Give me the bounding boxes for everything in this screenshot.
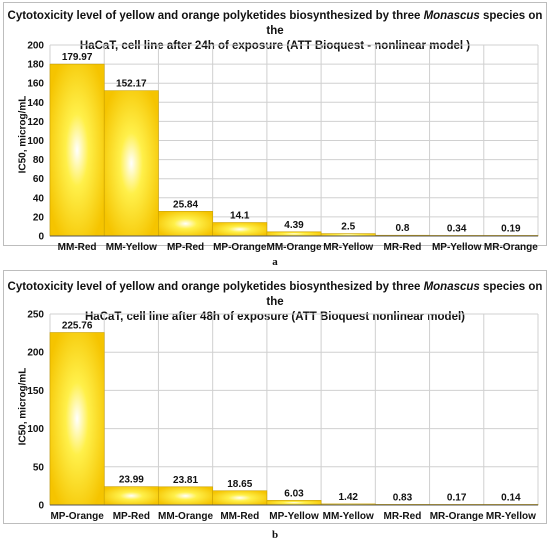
value-label-mr-orange: 0.17: [447, 492, 467, 503]
y-tick-label-1-3: 150: [27, 386, 44, 397]
bar-mm-orange: [266, 231, 322, 237]
y-tick-label-0-6: 120: [27, 117, 44, 128]
x-tick-label-mp-red: MP-Red: [167, 242, 204, 253]
y-tick-label-1-1: 50: [33, 462, 45, 473]
value-label-mr-yellow: 2.5: [341, 222, 355, 233]
chart-title-a: Cytotoxicity level of yellow and orange …: [4, 9, 546, 54]
bar-mm-orange: [158, 486, 213, 506]
x-tick-label-mm-yellow: MM-Yellow: [323, 511, 374, 522]
y-tick-label-1-2: 100: [27, 424, 44, 435]
y-tick-label-1-4: 200: [27, 348, 44, 359]
title-b-genus: Monascus: [423, 281, 480, 293]
title-a-part-1: Cytotoxicity level of yellow and orange …: [7, 10, 424, 22]
x-tick-label-mr-red: MR-Red: [384, 242, 422, 253]
x-tick-label-mm-red: MM-Red: [220, 511, 259, 522]
title-b-part-2: species on the: [266, 281, 543, 308]
value-label-mm-orange: 4.39: [284, 220, 304, 231]
bar-mm-red: [212, 490, 268, 506]
sublabel-a: a: [272, 256, 278, 268]
bar-mp-orange: [212, 222, 268, 237]
x-tick-label-mr-orange: MR-Orange: [484, 242, 538, 253]
bar-mm-yellow: [103, 90, 159, 237]
bar-chart-b: 0 50 100 150 200 250 225.76 MP-Orange 23.99 MP-Re…: [27, 310, 539, 522]
bar-chart-a: 0 20 40 60 80 100 120 140 160 180 200 179.97 MM-Red 1…: [27, 41, 539, 253]
value-label-mr-yellow: 0.14: [501, 492, 521, 503]
x-tick-label-mr-orange: MR-Orange: [430, 511, 484, 522]
chart-panel-a: Cytotoxicity level of yellow and orange …: [3, 2, 547, 253]
chart-panel-b: Cytotoxicity level of yellow and orange …: [3, 270, 547, 524]
value-label-mp-yellow: 6.03: [284, 488, 304, 499]
x-tick-label-mp-red: MP-Red: [113, 511, 150, 522]
bar-mp-yellow: [266, 500, 322, 506]
bar-mp-red: [103, 486, 159, 506]
value-label-mr-red: 0.83: [393, 492, 413, 503]
y-tick-label-0-0: 0: [38, 232, 44, 243]
title-a-part-2: species on the: [266, 10, 543, 37]
x-tick-label-mp-orange: MP-Orange: [50, 511, 104, 522]
bar-mp-orange: [49, 332, 105, 506]
value-label-mm-yellow: 1.42: [338, 492, 358, 503]
x-tick-label-mr-red: MR-Red: [384, 511, 422, 522]
value-label-mr-orange: 0.19: [501, 223, 521, 234]
x-tick-label-mm-red: MM-Red: [58, 242, 97, 253]
value-label-mp-yellow: 0.34: [447, 223, 467, 234]
value-label-mp-red: 25.84: [173, 199, 198, 210]
y-tick-label-0-5: 100: [27, 136, 44, 147]
x-tick-label-mp-orange: MP-Orange: [213, 242, 267, 253]
value-label-mm-yellow: 152.17: [116, 79, 147, 90]
x-tick-label-mm-orange: MM-Orange: [267, 242, 322, 253]
y-tick-label-1-0: 0: [38, 501, 44, 512]
x-tick-label-mp-yellow: MP-Yellow: [269, 511, 319, 522]
value-label-mp-red: 23.99: [119, 475, 144, 486]
sublabel-b: b: [271, 529, 279, 541]
value-label-mm-red: 179.97: [62, 52, 93, 63]
bar-mp-red: [158, 211, 213, 237]
x-tick-label-mp-yellow: MP-Yellow: [432, 242, 482, 253]
y-tick-label-0-10: 200: [27, 41, 44, 52]
value-label-mm-orange: 23.81: [173, 475, 198, 486]
bar-mm-red: [49, 63, 105, 237]
x-tick-label-mr-yellow: MR-Yellow: [323, 242, 373, 253]
y-tick-label-0-9: 180: [27, 60, 44, 71]
x-tick-label-mm-orange: MM-Orange: [158, 511, 213, 522]
y-tick-label-0-2: 40: [33, 193, 45, 204]
y-tick-label-0-3: 60: [33, 174, 45, 185]
y-tick-label-0-7: 140: [27, 98, 44, 109]
y-tick-label-0-8: 160: [27, 79, 44, 90]
y-tick-label-0-1: 20: [33, 212, 45, 223]
title-b-part-1: Cytotoxicity level of yellow and orange …: [7, 281, 424, 293]
title-a-line-2: HaCaT, cell line after 24h of exposure (…: [79, 40, 471, 52]
value-label-mm-red: 18.65: [227, 479, 252, 490]
title-a-genus: Monascus: [423, 10, 480, 22]
x-tick-label-mr-yellow: MR-Yellow: [486, 511, 536, 522]
value-label-mr-red: 0.8: [395, 223, 409, 234]
x-tick-label-mm-yellow: MM-Yellow: [106, 242, 157, 253]
y-tick-label-0-4: 80: [33, 155, 45, 166]
value-label-mp-orange: 14.1: [230, 211, 250, 222]
value-label-mp-orange: 225.76: [62, 321, 93, 332]
y-tick-label-1-5: 250: [27, 310, 44, 321]
